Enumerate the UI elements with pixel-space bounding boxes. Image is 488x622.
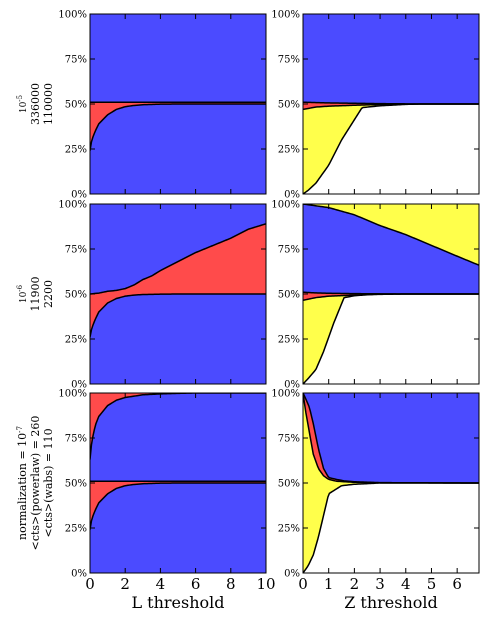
panel-r3-c1: 0% 25% 50% 75% 100% 0 2 4 6 8 10 L threshold xyxy=(58,389,275,613)
y-tick-label: 75% xyxy=(278,245,300,256)
y-tick-label: 50% xyxy=(65,290,87,301)
area-blue-3 xyxy=(303,14,479,104)
row-label-line: normalization = 10-7 xyxy=(16,426,29,540)
y-tick-label: 50% xyxy=(65,479,87,490)
panel-r1-c1: 0% 25% 50% 75% 100% xyxy=(58,10,267,201)
x-tick-label: 6 xyxy=(452,575,462,593)
y-tick-label: 0% xyxy=(284,380,300,391)
row-label-line: 11900 xyxy=(29,277,42,312)
y-tick-label: 0% xyxy=(71,380,87,391)
y-tick-label: 25% xyxy=(65,335,87,346)
y-tick-label: 75% xyxy=(65,245,87,256)
boundary-line-2 xyxy=(90,293,266,338)
row-label-line: 2200 xyxy=(42,280,55,308)
boundary-line-1 xyxy=(303,482,479,573)
row-label-line: 10-5 xyxy=(16,95,29,113)
x-tick-label: 4 xyxy=(156,575,166,593)
y-tick-label: 50% xyxy=(278,290,300,301)
boundary-line-3 xyxy=(303,393,479,484)
area-blue-3 xyxy=(90,204,266,294)
x-tick-label: 6 xyxy=(191,575,201,593)
y-tick-label: 100% xyxy=(271,389,300,400)
row-label-line: <cts>(wabs) = 110 xyxy=(42,428,55,537)
y-tick-label: 25% xyxy=(278,145,300,156)
row-label-line: 10-6 xyxy=(16,284,29,303)
y-tick-label: 50% xyxy=(278,479,300,490)
y-tick-label: 0% xyxy=(284,190,300,201)
panel-r1-c2: 0% 25% 50% 75% 100% xyxy=(271,10,480,201)
boundary-line-4 xyxy=(303,204,479,266)
y-tick-label: 50% xyxy=(278,100,300,111)
boundary-line-2 xyxy=(90,103,266,151)
y-tick-label: 25% xyxy=(278,335,300,346)
y-tick-label: 75% xyxy=(278,434,300,445)
area-blue-3 xyxy=(303,393,479,483)
y-tick-label: 25% xyxy=(278,524,300,535)
y-tick-label: 25% xyxy=(65,524,87,535)
y-tick-label: 0% xyxy=(71,190,87,201)
y-tick-label: 50% xyxy=(65,100,87,111)
panel-r2-c1: 0% 25% 50% 75% 100% xyxy=(58,200,267,391)
x-tick-label: 8 xyxy=(226,575,236,593)
area-blue-3 xyxy=(90,393,266,482)
x-tick-label: 2 xyxy=(120,575,130,593)
x-axis-title: L threshold xyxy=(131,593,224,612)
y-tick-label: 0% xyxy=(284,569,300,580)
x-tick-label: 2 xyxy=(350,575,360,593)
boundary-line-3 xyxy=(90,223,266,295)
area-yellow-4 xyxy=(303,204,479,266)
x-tick-label: 3 xyxy=(375,575,385,593)
panel-r2-c2: 0% 25% 50% 75% 100% xyxy=(271,200,480,391)
boundary-line-3 xyxy=(303,291,479,295)
row-label-line: 336000 xyxy=(29,83,42,125)
y-tick-label: 75% xyxy=(278,55,300,66)
x-tick-label: 1 xyxy=(324,575,334,593)
y-tick-label: 75% xyxy=(65,55,87,66)
x-tick-label: 0 xyxy=(85,575,95,593)
y-tick-label: 25% xyxy=(65,145,87,156)
panel-r3-c2: 0% 25% 50% 75% 100% 0 1 2 3 4 5 6 Z threshold xyxy=(271,389,480,612)
y-tick-label: 100% xyxy=(271,10,300,21)
boundary-line-3 xyxy=(303,101,479,105)
boundary-line-2 xyxy=(90,482,266,530)
x-tick-label: 0 xyxy=(298,575,308,593)
x-tick-label: 4 xyxy=(401,575,411,593)
y-tick-label: 75% xyxy=(65,434,87,445)
row-label-line: 110000 xyxy=(42,83,55,125)
x-tick-label: 5 xyxy=(427,575,437,593)
row-label-line: <cts>(powerlaw) = 260 xyxy=(29,416,42,551)
area-blue-3 xyxy=(90,14,266,103)
area-red-4 xyxy=(90,393,266,460)
x-tick-label: 10 xyxy=(256,575,275,593)
x-axis-title: Z threshold xyxy=(344,593,438,612)
y-tick-label: 100% xyxy=(58,200,87,211)
y-tick-label: 100% xyxy=(58,10,87,21)
y-tick-label: 100% xyxy=(58,389,87,400)
y-tick-label: 100% xyxy=(271,200,300,211)
y-tick-label: 0% xyxy=(71,569,87,580)
